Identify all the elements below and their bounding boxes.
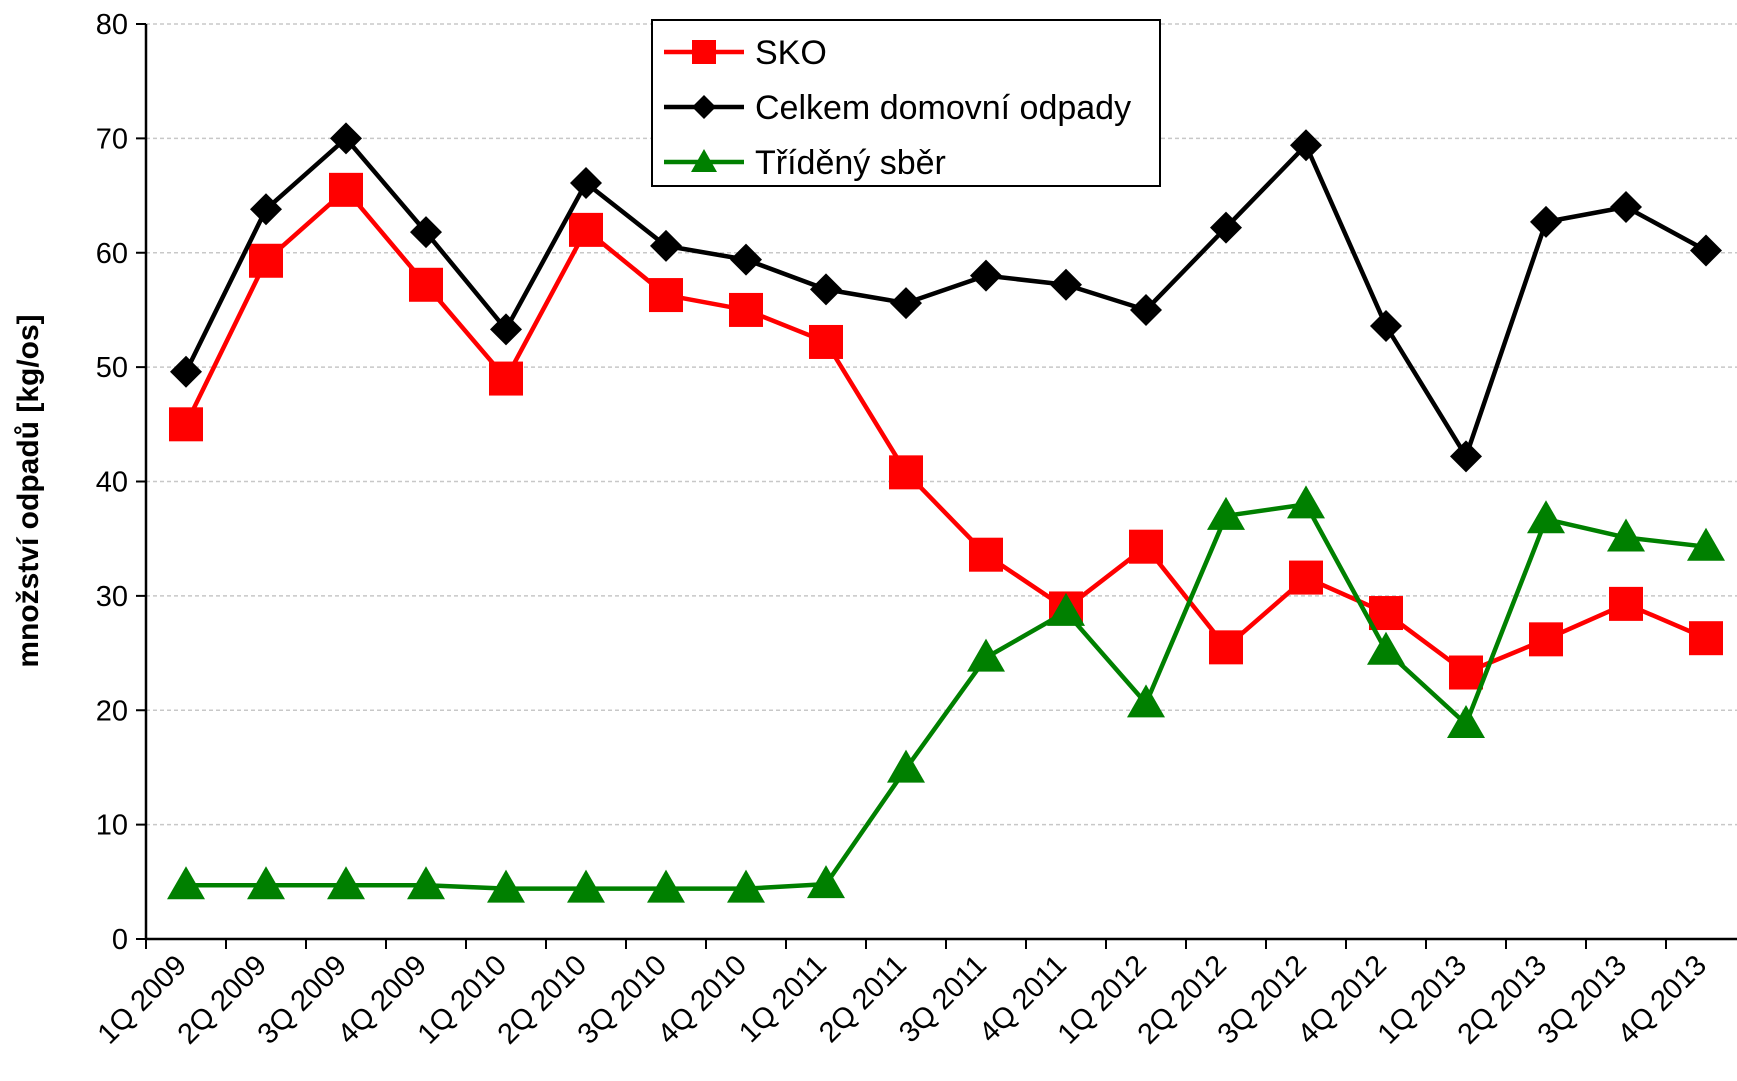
series-layer bbox=[167, 122, 1725, 903]
data-point bbox=[1207, 496, 1245, 530]
data-point bbox=[727, 869, 765, 903]
data-point bbox=[967, 638, 1005, 672]
y-tick-label: 40 bbox=[96, 467, 128, 499]
data-point bbox=[329, 172, 363, 207]
data-point bbox=[887, 749, 925, 783]
data-point bbox=[570, 166, 602, 199]
legend-label: Tříděný sběr bbox=[755, 144, 946, 182]
data-point bbox=[889, 455, 923, 490]
data-point bbox=[250, 193, 282, 226]
data-point bbox=[1290, 129, 1322, 162]
y-axis-title: množství odpadů [kg/os] bbox=[12, 314, 45, 667]
series-line bbox=[186, 502, 1707, 891]
data-point bbox=[1129, 529, 1163, 564]
data-point bbox=[810, 273, 842, 306]
data-point bbox=[809, 324, 843, 359]
x-tick-label: 3Q 2011 bbox=[893, 949, 993, 1049]
data-point bbox=[247, 866, 285, 900]
data-point bbox=[970, 259, 1002, 292]
data-point bbox=[409, 267, 443, 302]
data-point bbox=[649, 278, 683, 313]
y-tick-label: 50 bbox=[96, 352, 128, 384]
x-tick-label: 4Q 2013 bbox=[1612, 949, 1713, 1050]
data-point bbox=[1529, 622, 1563, 657]
data-point bbox=[410, 216, 442, 249]
y-tick-label: 70 bbox=[96, 123, 128, 155]
data-point bbox=[1130, 293, 1162, 326]
data-point bbox=[1447, 704, 1485, 738]
data-point bbox=[1287, 485, 1325, 519]
data-point bbox=[1610, 191, 1642, 223]
legend-box bbox=[651, 19, 1161, 187]
legend: SKO Celkem domovní odpady Tříděný sběr bbox=[651, 19, 1161, 187]
data-point bbox=[1687, 527, 1725, 561]
data-point bbox=[1289, 560, 1323, 595]
data-point bbox=[167, 866, 205, 900]
y-tick-label: 80 bbox=[96, 9, 128, 41]
data-point bbox=[489, 361, 523, 396]
data-point bbox=[1370, 309, 1402, 342]
y-tick-label: 0 bbox=[112, 924, 128, 956]
data-point bbox=[1209, 630, 1243, 665]
data-point bbox=[1607, 518, 1645, 552]
data-point bbox=[1609, 586, 1643, 621]
data-point bbox=[487, 869, 525, 903]
series-line bbox=[183, 136, 1708, 459]
legend-triangle-icon bbox=[691, 149, 717, 172]
data-point bbox=[1210, 211, 1242, 244]
data-point bbox=[170, 355, 202, 388]
legend-square-icon bbox=[692, 40, 716, 64]
legend-label: Celkem domovní odpady bbox=[755, 89, 1131, 127]
data-point bbox=[1449, 655, 1483, 690]
x-tick-label: 4Q 2010 bbox=[652, 949, 753, 1050]
legend-label: SKO bbox=[755, 34, 827, 72]
data-point bbox=[490, 313, 522, 346]
data-point bbox=[1127, 684, 1165, 718]
data-point bbox=[249, 243, 283, 278]
data-point bbox=[647, 869, 685, 903]
y-axis: 0 10 20 30 40 50 60 70 80 bbox=[96, 9, 148, 956]
data-point bbox=[1689, 621, 1723, 656]
data-point bbox=[890, 287, 922, 320]
data-point bbox=[1527, 500, 1565, 534]
data-point bbox=[969, 537, 1003, 572]
y-tick-label: 30 bbox=[96, 581, 128, 613]
data-point bbox=[1050, 268, 1082, 301]
data-point bbox=[729, 292, 763, 327]
series-diamond bbox=[170, 122, 1722, 473]
data-point bbox=[1450, 440, 1482, 473]
data-point bbox=[330, 122, 362, 155]
series-line bbox=[183, 187, 1707, 675]
data-point bbox=[567, 869, 605, 903]
data-point bbox=[1047, 592, 1085, 626]
data-point bbox=[569, 212, 603, 247]
data-point bbox=[1369, 596, 1403, 631]
data-point bbox=[1530, 205, 1562, 238]
y-tick-label: 10 bbox=[96, 810, 128, 842]
y-tick-label: 20 bbox=[96, 695, 128, 727]
data-point bbox=[807, 865, 845, 899]
data-point bbox=[1367, 631, 1405, 665]
data-point bbox=[327, 866, 365, 900]
series-square bbox=[169, 172, 1723, 690]
y-tick-label: 60 bbox=[96, 238, 128, 270]
x-tick-label: 1Q 2011 bbox=[733, 949, 833, 1049]
data-point bbox=[730, 243, 762, 276]
x-tick-label: 2Q 2011 bbox=[813, 949, 913, 1049]
data-point bbox=[1690, 234, 1722, 267]
data-point bbox=[407, 866, 445, 900]
series-triangle bbox=[167, 485, 1725, 903]
data-point bbox=[169, 407, 203, 442]
legend-diamond-icon bbox=[692, 95, 716, 119]
data-point bbox=[650, 229, 682, 262]
